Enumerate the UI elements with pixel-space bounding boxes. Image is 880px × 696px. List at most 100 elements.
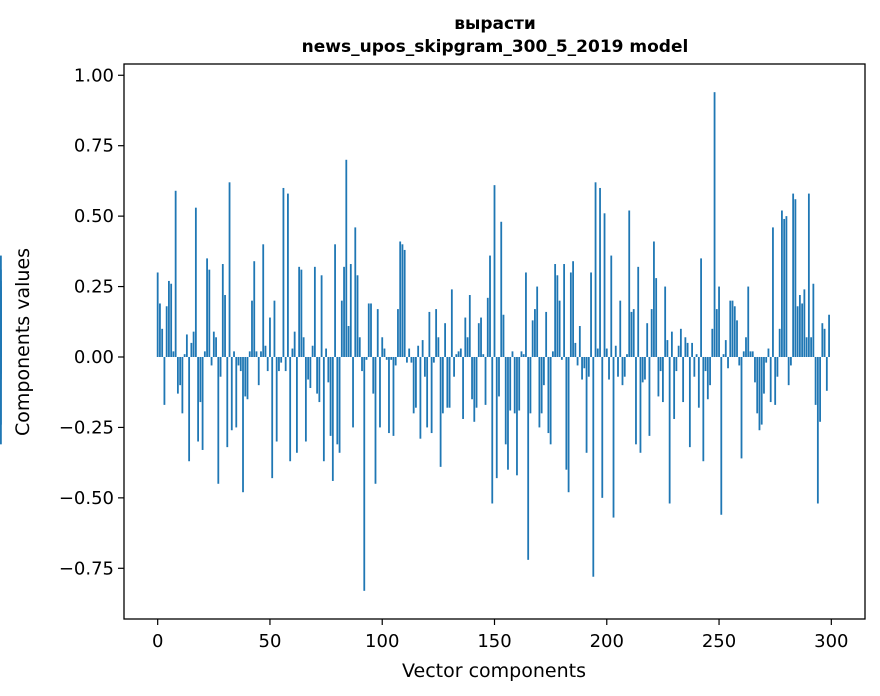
bar-undefined (0, 356, 2, 380)
bar-153 (500, 221, 503, 357)
bar-199 (603, 213, 606, 357)
bar-271 (765, 356, 768, 363)
bar-21 (203, 351, 206, 357)
bar-132 (453, 356, 455, 377)
bar-40 (246, 356, 249, 400)
bar-124 (435, 309, 438, 357)
bar-165 (527, 356, 530, 560)
bar-92 (363, 356, 366, 591)
bar-197 (599, 187, 601, 357)
bar-186 (574, 342, 577, 357)
bar-7 (172, 351, 175, 357)
bar-30 (224, 295, 226, 357)
y-tick-label: 0.75 (74, 136, 114, 157)
bar-150 (493, 185, 496, 357)
bar-131 (450, 289, 453, 357)
bar-167 (531, 320, 534, 357)
bar-252 (722, 354, 725, 357)
bar-78 (331, 356, 334, 481)
bar-69 (311, 345, 314, 357)
bar-35 (235, 356, 238, 428)
bar-79 (334, 244, 336, 357)
bar-284 (794, 199, 797, 357)
bar-undefined (0, 356, 2, 425)
bar-215 (639, 356, 642, 453)
bar-246 (709, 356, 711, 386)
bar-238 (691, 342, 693, 357)
bar-182 (565, 356, 568, 470)
bar-34 (233, 351, 235, 357)
bar-266 (754, 356, 756, 383)
bar-145 (482, 354, 485, 357)
bar-168 (534, 309, 536, 357)
bar-255 (729, 300, 732, 357)
y-tick-label: −0.25 (59, 417, 114, 438)
bar-52 (273, 300, 276, 357)
bar-14 (188, 356, 191, 462)
bar-110 (403, 249, 406, 357)
bar-189 (581, 356, 583, 380)
bar-231 (675, 356, 678, 372)
bar-225 (662, 356, 664, 403)
bar-126 (439, 356, 442, 467)
bar-87 (352, 356, 354, 428)
bar-3 (163, 356, 166, 405)
bar-264 (749, 351, 752, 357)
bar-177 (554, 264, 557, 357)
bar-157 (509, 356, 512, 411)
bar-233 (679, 328, 682, 357)
bar-248 (713, 92, 716, 357)
bar-129 (446, 356, 449, 408)
bar-211 (630, 311, 633, 357)
bar-42 (251, 300, 253, 357)
bar-138 (466, 337, 469, 357)
bar-144 (480, 317, 482, 357)
bar-149 (491, 356, 494, 504)
bar-76 (327, 356, 330, 383)
bar-241 (697, 356, 700, 408)
bar-258 (736, 320, 738, 357)
bar-127 (441, 356, 444, 414)
bar-250 (718, 286, 720, 357)
bar-54 (278, 356, 280, 372)
bar-288 (803, 289, 806, 357)
bar-71 (316, 356, 319, 394)
bar-281 (787, 356, 790, 386)
bar-120 (426, 356, 429, 428)
bar-277 (778, 328, 781, 357)
bar-219 (648, 356, 651, 436)
bar-67 (307, 356, 310, 380)
bar-57 (284, 356, 287, 372)
bar-169 (536, 286, 539, 357)
bar-123 (432, 356, 435, 363)
bar-272 (767, 348, 770, 357)
bar-188 (578, 326, 581, 357)
bar-77 (329, 356, 332, 436)
bar-23 (208, 269, 211, 357)
bar-226 (664, 286, 667, 357)
bar-142 (475, 356, 478, 408)
bar-16 (192, 331, 195, 357)
y-tick-label: −0.75 (59, 558, 114, 579)
bar-274 (772, 227, 774, 357)
bar-133 (455, 354, 458, 357)
bar-122 (430, 356, 433, 434)
bar-41 (248, 351, 251, 357)
bar-148 (489, 255, 491, 357)
bar-276 (776, 356, 779, 377)
bar-287 (801, 303, 804, 357)
bar-228 (668, 356, 671, 504)
bar-213 (635, 356, 637, 445)
bar-26 (215, 337, 217, 357)
bar-136 (462, 356, 464, 419)
chart-subtitle: news_upos_skipgram_300_5_2019 model (302, 37, 689, 57)
bar-141 (473, 356, 476, 422)
bar-174 (547, 356, 550, 434)
bar-200 (605, 348, 608, 357)
bar-237 (688, 356, 691, 448)
bar-37 (239, 356, 242, 372)
bar-158 (511, 351, 514, 357)
bar-111 (406, 356, 408, 363)
bar-247 (711, 328, 714, 357)
